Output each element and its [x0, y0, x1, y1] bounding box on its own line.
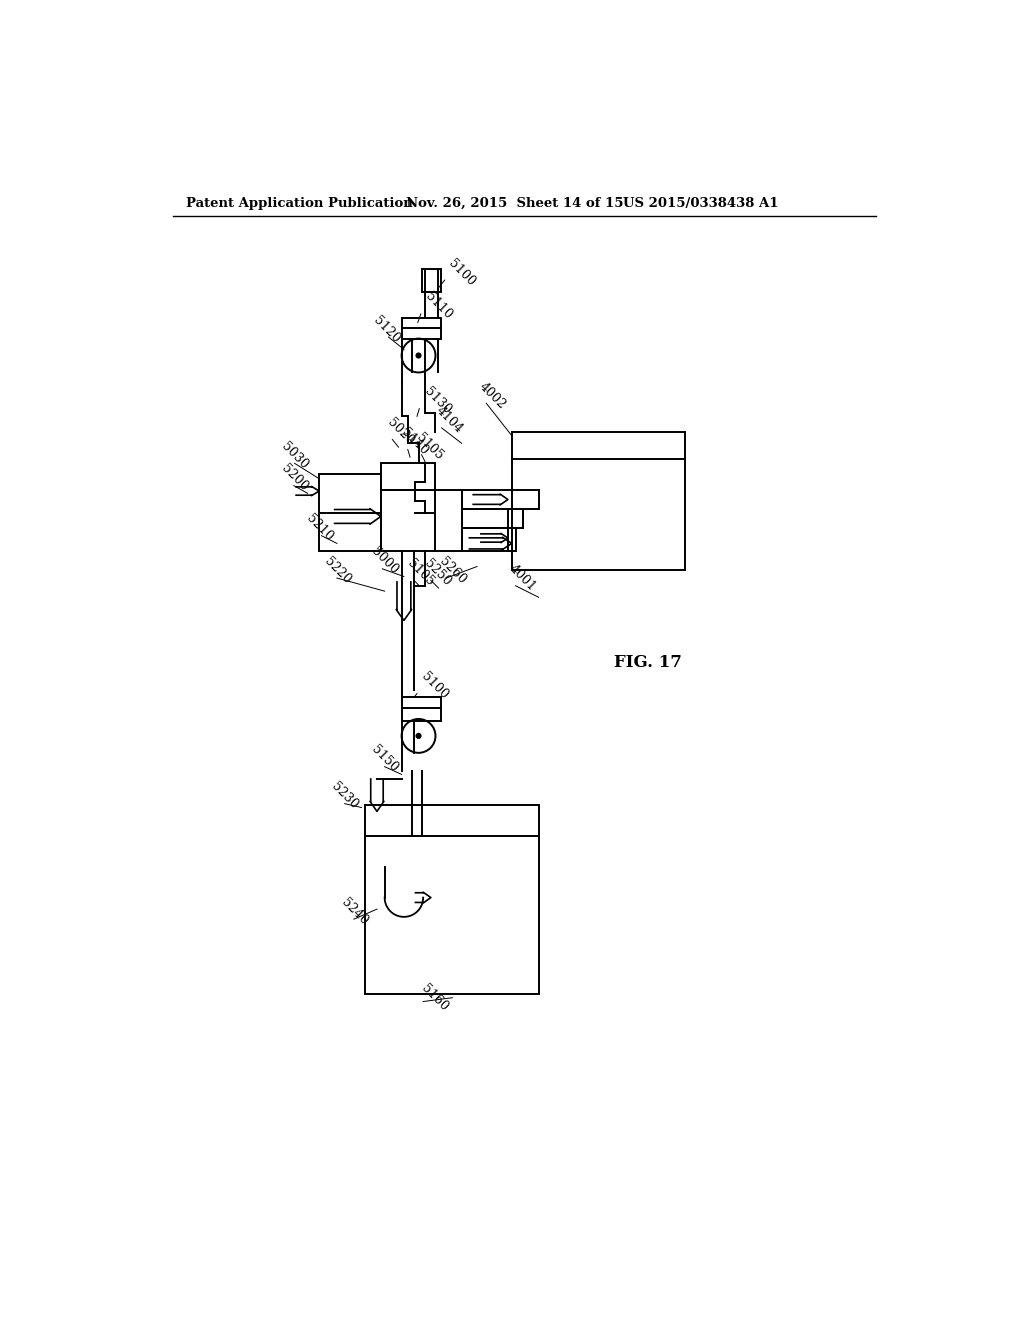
Bar: [508, 508, 523, 528]
Text: 5100: 5100: [419, 671, 451, 702]
Text: 5260: 5260: [437, 554, 469, 586]
Text: Patent Application Publication: Patent Application Publication: [186, 197, 413, 210]
Text: 5105: 5105: [414, 432, 445, 463]
Text: 4001: 4001: [506, 562, 539, 594]
Text: 5140: 5140: [398, 426, 430, 458]
Circle shape: [416, 352, 422, 359]
Text: 5150: 5150: [370, 743, 401, 775]
Bar: [381, 462, 435, 490]
Text: 5200: 5200: [279, 462, 310, 494]
Bar: [462, 528, 508, 552]
Bar: [462, 490, 539, 508]
Text: FIG. 17: FIG. 17: [614, 655, 682, 672]
Text: 5250: 5250: [422, 557, 454, 589]
Text: 5160: 5160: [419, 982, 451, 1014]
Text: 5020: 5020: [385, 416, 417, 447]
Bar: [401, 318, 441, 339]
Text: 5230: 5230: [329, 780, 360, 812]
Bar: [401, 697, 441, 721]
Text: Nov. 26, 2015  Sheet 14 of 15: Nov. 26, 2015 Sheet 14 of 15: [407, 197, 624, 210]
Bar: [422, 268, 441, 292]
Bar: [508, 528, 515, 552]
Bar: [319, 474, 381, 552]
Text: 5105: 5105: [404, 557, 436, 589]
Bar: [381, 490, 462, 552]
Text: 5220: 5220: [322, 554, 353, 586]
Text: 5120: 5120: [371, 314, 402, 345]
Text: 5100: 5100: [446, 256, 478, 288]
Text: 5210: 5210: [304, 512, 336, 544]
Text: 5130: 5130: [422, 385, 454, 417]
Bar: [462, 508, 523, 528]
Text: 5000: 5000: [370, 545, 401, 577]
Bar: [512, 432, 685, 570]
Bar: [366, 805, 539, 994]
Text: 5240: 5240: [339, 896, 370, 927]
Text: 4002: 4002: [476, 380, 508, 412]
Text: US 2015/0338438 A1: US 2015/0338438 A1: [624, 197, 779, 210]
Text: 5030: 5030: [280, 440, 311, 471]
Circle shape: [416, 733, 422, 739]
Text: 5110: 5110: [423, 290, 455, 322]
Text: 4104: 4104: [433, 404, 465, 436]
